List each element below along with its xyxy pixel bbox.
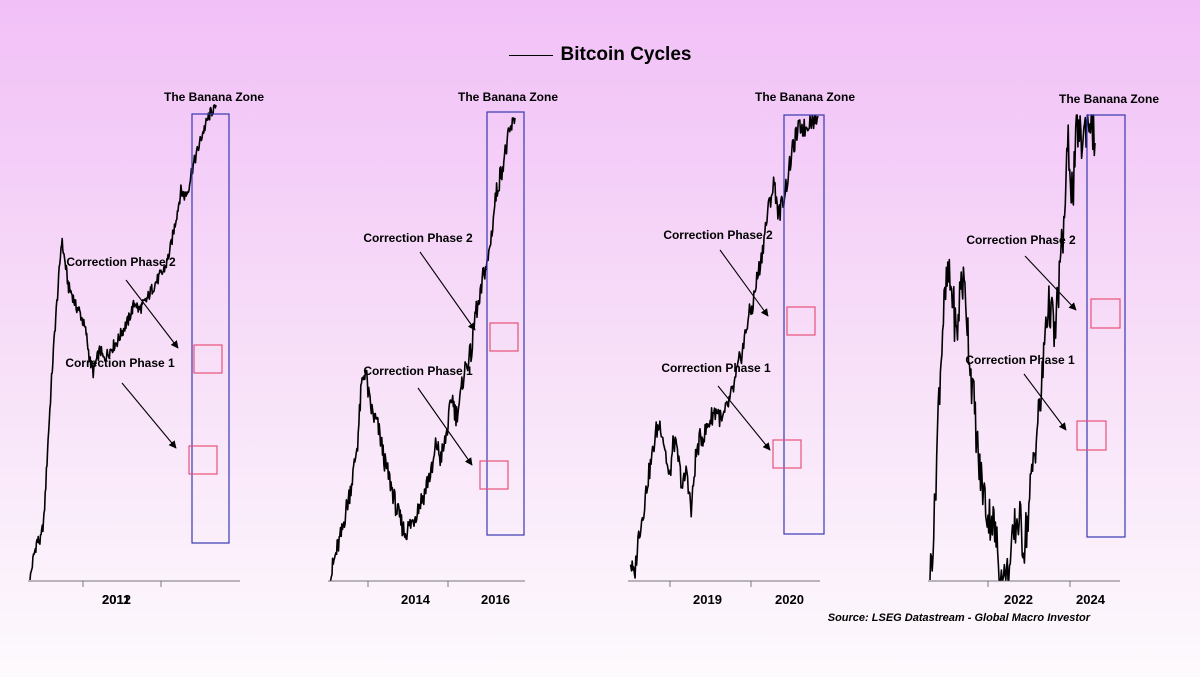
correction-phase-1-arrow	[417, 387, 473, 466]
correction-phase-2-box	[489, 322, 519, 352]
correction-phase-1-label: Correction Phase 1	[65, 356, 175, 370]
legend-line-swatch	[508, 54, 553, 56]
correction-phase-1-arrow	[121, 382, 177, 449]
x-tick-label: 2016	[481, 592, 510, 607]
banana-zone-label: The Banana Zone	[164, 90, 264, 104]
correction-phase-1-box	[188, 445, 218, 475]
correction-phase-2-arrow	[1024, 255, 1077, 311]
price-series-line	[329, 117, 516, 581]
correction-phase-1-box	[479, 460, 509, 490]
correction-phase-1-label: Correction Phase 1	[363, 364, 473, 378]
price-series-line	[29, 104, 217, 581]
correction-phase-1-arrow	[717, 385, 771, 451]
legend: Bitcoin Cycles	[0, 44, 1200, 66]
banana-zone-box	[783, 114, 825, 535]
correction-phase-2-label: Correction Phase 2	[663, 228, 773, 242]
x-tick-label: 2024	[1076, 592, 1106, 607]
correction-phase-1-label: Correction Phase 1	[661, 361, 771, 375]
banana-zone-box	[191, 113, 230, 544]
x-tick-label: 2014	[401, 592, 431, 607]
price-series-line	[929, 114, 1096, 581]
correction-phase-1-box	[772, 439, 802, 469]
correction-phase-2-arrow	[719, 249, 769, 317]
x-tick-label: 2012	[102, 592, 131, 607]
correction-phase-1-label: Correction Phase 1	[965, 353, 1075, 367]
correction-phase-2-box	[193, 344, 223, 374]
banana-zone-label: The Banana Zone	[458, 90, 558, 104]
correction-phase-2-label: Correction Phase 2	[66, 255, 176, 269]
chart-title: Bitcoin Cycles	[560, 44, 692, 65]
correction-phase-2-label: Correction Phase 2	[363, 231, 473, 245]
correction-phase-2-label: Correction Phase 2	[966, 233, 1076, 247]
price-series-line	[629, 115, 819, 579]
x-tick-label: 2020	[775, 592, 804, 607]
correction-phase-2-box	[1090, 298, 1121, 329]
x-tick-label: 2022	[1004, 592, 1033, 607]
correction-phase-1-box	[1076, 420, 1107, 451]
correction-phase-1-arrow	[1023, 373, 1067, 431]
x-tick-label: 2019	[693, 592, 722, 607]
banana-zone-label: The Banana Zone	[1059, 92, 1159, 106]
correction-phase-2-box	[786, 306, 816, 336]
source-note: Source: LSEG Datastream - Global Macro I…	[827, 612, 1090, 624]
correction-phase-2-arrow	[419, 251, 476, 331]
banana-zone-box	[1086, 114, 1126, 538]
banana-zone-label: The Banana Zone	[755, 90, 855, 104]
correction-phase-2-arrow	[125, 279, 179, 349]
x-tick-label: 2011	[102, 592, 130, 607]
banana-zone-box	[486, 111, 525, 536]
